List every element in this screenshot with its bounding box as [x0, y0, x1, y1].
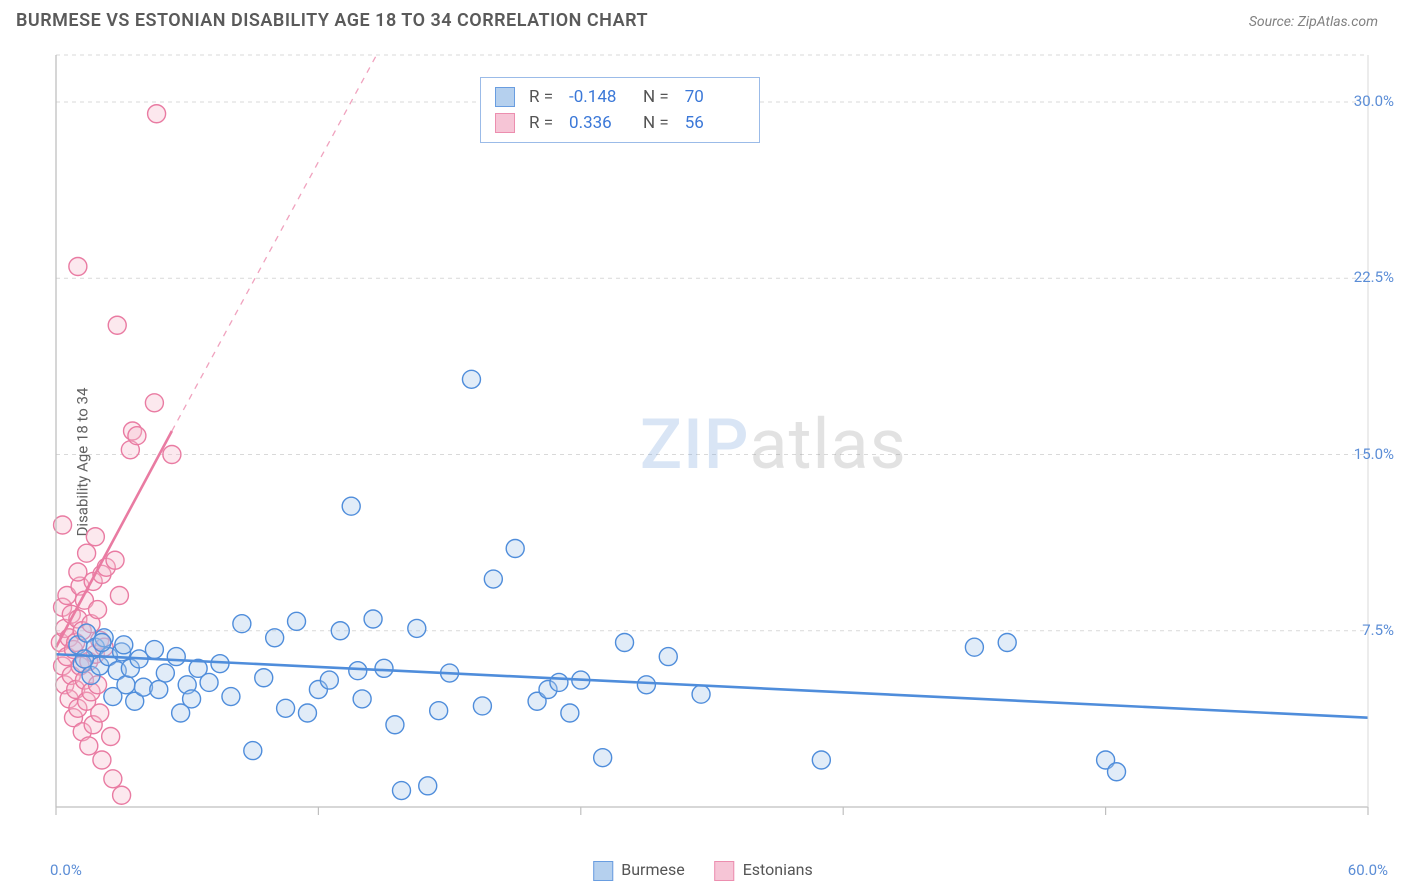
n-label: N =: [643, 113, 669, 133]
legend-item-estonians: Estonians: [715, 860, 813, 881]
y-tick-label: 7.5%: [1362, 621, 1394, 639]
chart-area: Disability Age 18 to 34 ZIPatlas R = -0.…: [0, 37, 1406, 887]
legend-row-burmese: R = -0.148 N = 70: [495, 84, 745, 110]
correlation-legend: R = -0.148 N = 70 R = 0.336 N = 56: [480, 77, 760, 143]
legend-item-burmese: Burmese: [593, 860, 684, 881]
n-label: N =: [643, 87, 669, 107]
source-name: ZipAtlas.com: [1298, 14, 1378, 30]
source-prefix: Source:: [1249, 14, 1298, 30]
y-tick-label: 22.5%: [1354, 268, 1394, 286]
y-tick-label: 15.0%: [1354, 445, 1394, 463]
series-legend: Burmese Estonians: [593, 860, 813, 881]
legend-row-estonians: R = 0.336 N = 56: [495, 110, 745, 136]
swatch-burmese: [495, 87, 515, 107]
chart-header: BURMESE VS ESTONIAN DISABILITY AGE 18 TO…: [0, 0, 1406, 37]
n-value-estonians: 56: [685, 113, 745, 133]
chart-source: Source: ZipAtlas.com: [1249, 14, 1378, 30]
chart-title: BURMESE VS ESTONIAN DISABILITY AGE 18 TO…: [16, 10, 648, 31]
series-label-burmese: Burmese: [621, 860, 684, 879]
swatch-estonians: [715, 861, 735, 881]
x-axis-start-label: 0.0%: [50, 861, 82, 879]
swatch-burmese: [593, 861, 613, 881]
swatch-estonians: [495, 113, 515, 133]
scatter-plot: [46, 37, 1386, 857]
series-label-estonians: Estonians: [743, 860, 813, 879]
r-value-estonians: 0.336: [569, 113, 629, 133]
n-value-burmese: 70: [685, 87, 745, 107]
y-tick-label: 30.0%: [1354, 92, 1394, 110]
r-label: R =: [529, 87, 553, 107]
r-value-burmese: -0.148: [569, 87, 629, 107]
x-axis-end-label: 60.0%: [1348, 861, 1388, 879]
r-label: R =: [529, 113, 553, 133]
